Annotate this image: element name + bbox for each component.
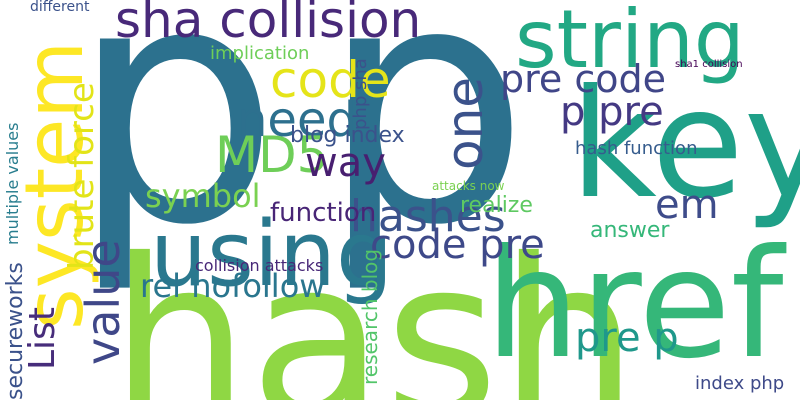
cloud-word: multiple values [3, 122, 22, 245]
cloud-word: p [70, 0, 280, 297]
cloud-word: em [655, 182, 719, 228]
cloud-word: answer [590, 218, 670, 243]
cloud-word: brute force [62, 82, 102, 270]
cloud-word: way [305, 140, 386, 186]
cloud-word: implication [210, 43, 310, 64]
cloud-word: symbol [145, 177, 261, 215]
cloud-word: need [237, 92, 357, 148]
cloud-word: one [436, 76, 494, 170]
cloud-word: List [22, 307, 63, 370]
cloud-word: pre code [500, 57, 667, 101]
cloud-word: sha1 collision [675, 59, 743, 70]
cloud-word: research blog [358, 248, 382, 385]
cloud-word: code pre [370, 222, 545, 268]
cloud-word: href [485, 218, 784, 392]
cloud-word: rel nofollow [140, 267, 326, 305]
cloud-word: hash [110, 212, 639, 400]
cloud-word: MD5 [215, 126, 329, 184]
cloud-word: hashes [350, 191, 506, 242]
cloud-word: hash function [575, 138, 698, 159]
cloud-word: realize [460, 193, 533, 218]
cloud-word: php sha [350, 58, 371, 130]
cloud-word: attacks now [432, 179, 505, 193]
cloud-word: index php [695, 373, 785, 394]
cloud-word: function [270, 198, 377, 228]
cloud-word: different [30, 0, 90, 15]
cloud-word: code [270, 51, 391, 109]
cloud-word: secureworks [3, 262, 28, 400]
cloud-word: blog index [290, 123, 405, 148]
cloud-word: sha collision [115, 0, 422, 49]
cloud-word: p pre [560, 89, 664, 135]
cloud-word: p [320, 0, 530, 297]
cloud-word: key [570, 58, 800, 232]
cloud-word: string [515, 0, 745, 86]
cloud-word: pre p [575, 315, 679, 361]
cloud-word: collision attacks [195, 256, 324, 275]
cloud-word: using [150, 202, 394, 307]
